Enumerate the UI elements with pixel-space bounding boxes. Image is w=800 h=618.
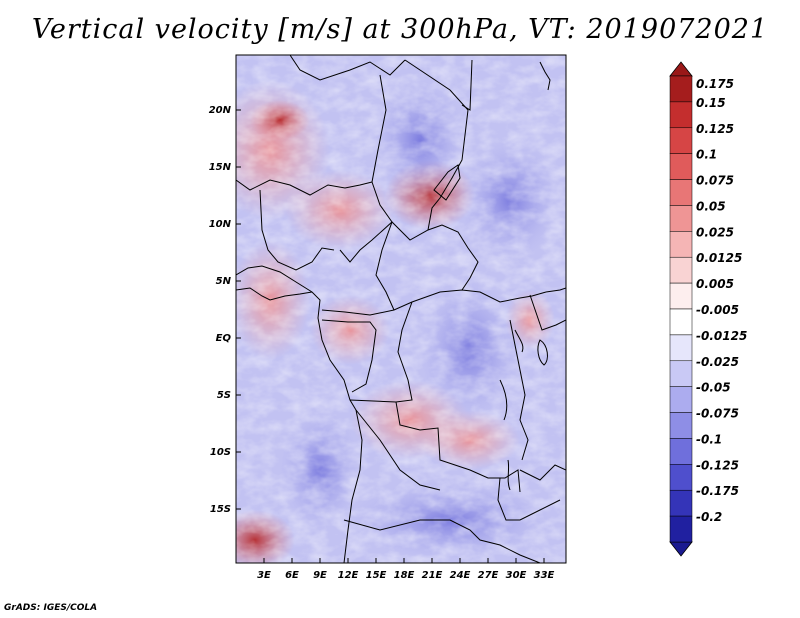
lat-tick-5n: 5N	[216, 276, 232, 287]
lat-tick-15s: 15S	[210, 504, 231, 515]
colorbar-label: 0.025	[696, 225, 734, 239]
colorbar-label: -0.075	[696, 407, 739, 421]
lon-tick-24e: 24E	[450, 570, 471, 581]
colorbar-cell	[669, 127, 693, 154]
colorbar-cell	[669, 308, 693, 336]
colorbar-cell	[669, 360, 693, 387]
colorbar-bottom-arrow	[669, 541, 693, 557]
lon-tick-6e: 6E	[285, 570, 299, 581]
colorbar-cell	[669, 334, 693, 362]
colorbar-label: -0.0125	[696, 329, 747, 343]
chart-title: Vertical velocity [m/s] at 300hPa, VT: 2…	[31, 14, 769, 45]
colorbar-cell	[669, 515, 693, 543]
colorbar-label: -0.2	[696, 510, 722, 524]
lat-tick-5s: 5S	[217, 390, 231, 401]
lon-tick-15e: 15E	[366, 570, 387, 581]
colorbar-cell	[669, 464, 693, 491]
colorbar-label: 0.075	[696, 174, 734, 188]
lon-tick-33e: 33E	[534, 570, 555, 581]
colorbar-label: 0.0125	[696, 251, 742, 265]
lon-tick-12e: 12E	[338, 570, 359, 581]
colorbar-cell	[669, 438, 693, 465]
lat-axis: 20N 15N 10N 5N EQ 5S 10S 15S	[209, 105, 232, 515]
grads-credit: GrADS: IGES/COLA	[4, 603, 98, 613]
colorbar-label: -0.005	[696, 303, 739, 317]
lon-tick-marks	[263, 558, 545, 563]
lon-tick-18e: 18E	[394, 570, 415, 581]
colorbar-cell	[669, 412, 693, 439]
lon-tick-3e: 3E	[257, 570, 271, 581]
colorbar-label: -0.125	[696, 458, 739, 472]
colorbar-label: -0.05	[696, 381, 731, 395]
colorbar-cell	[669, 489, 693, 517]
lat-tick-20n: 20N	[209, 105, 232, 116]
lon-axis: 3E 6E 9E 12E 15E 18E 21E 24E 27E 30E 33E	[257, 570, 554, 581]
colorbar-label: 0.125	[696, 122, 734, 136]
colorbar-cell	[669, 75, 693, 103]
colorbar-cell	[669, 101, 693, 129]
colorbar-label: -0.175	[696, 484, 739, 498]
colorbar: 0.175 0.15 0.125 0.1 0.075 0.05 0.025 0.0125 0.0…	[669, 61, 747, 557]
lon-tick-30e: 30E	[506, 570, 527, 581]
colorbar-label: -0.1	[696, 432, 722, 446]
country-borders	[236, 55, 566, 563]
lat-tick-10s: 10S	[210, 447, 231, 458]
colorbar-cell	[669, 179, 693, 206]
lat-tick-eq: EQ	[216, 333, 232, 344]
colorbar-cell	[669, 256, 693, 284]
colorbar-label: 0.05	[696, 199, 726, 213]
lon-tick-27e: 27E	[478, 570, 499, 581]
velocity-field	[236, 55, 566, 563]
colorbar-cell	[669, 231, 693, 258]
lat-tick-15n: 15N	[209, 162, 232, 173]
lon-tick-9e: 9E	[313, 570, 327, 581]
colorbar-cell	[669, 153, 693, 180]
colorbar-label: 0.15	[696, 96, 726, 110]
colorbar-label: 0.1	[696, 148, 717, 162]
map-frame	[235, 54, 567, 564]
colorbar-cell	[669, 386, 693, 413]
lat-tick-10n: 10N	[209, 219, 232, 230]
lon-tick-21e: 21E	[422, 570, 443, 581]
colorbar-cell	[669, 205, 693, 232]
colorbar-label: -0.025	[696, 355, 739, 369]
colorbar-cell	[669, 282, 693, 310]
colorbar-top-arrow	[669, 61, 693, 77]
colorbar-label: 0.005	[696, 277, 734, 291]
colorbar-label: 0.175	[696, 77, 734, 91]
lat-tick-marks	[236, 109, 241, 510]
